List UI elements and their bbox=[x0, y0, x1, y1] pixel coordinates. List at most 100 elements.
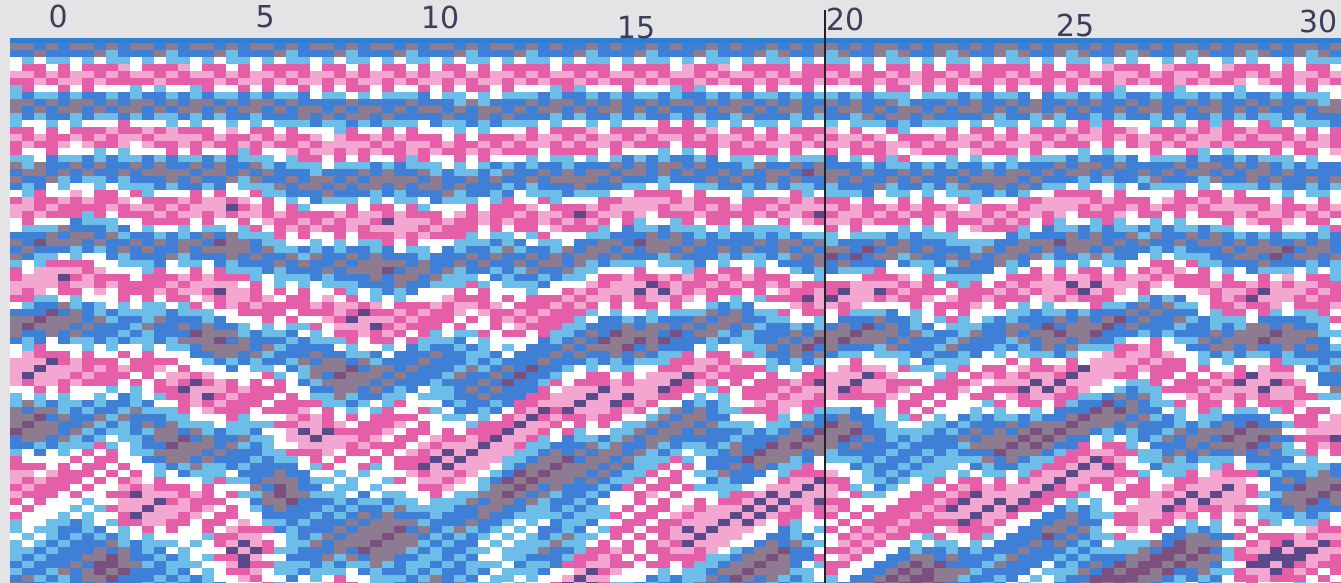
texture-cell bbox=[1222, 316, 1234, 323]
texture-cell bbox=[826, 323, 838, 330]
texture-cell bbox=[466, 351, 478, 358]
texture-cell bbox=[1162, 351, 1174, 358]
texture-cell bbox=[682, 246, 694, 253]
texture-cell bbox=[754, 43, 766, 50]
texture-cell bbox=[1090, 351, 1102, 358]
texture-cell bbox=[1282, 274, 1294, 281]
texture-cell bbox=[226, 78, 238, 85]
texture-cell bbox=[1018, 141, 1030, 148]
texture-cell bbox=[1306, 267, 1318, 274]
texture-cell bbox=[1078, 225, 1090, 232]
texture-cell bbox=[658, 141, 670, 148]
texture-cell bbox=[1198, 155, 1210, 162]
texture-cell bbox=[646, 141, 658, 148]
texture-cell bbox=[298, 183, 310, 190]
texture-cell bbox=[1282, 351, 1294, 358]
texture-cell bbox=[1114, 64, 1126, 71]
texture-cell bbox=[1294, 99, 1306, 106]
texture-cell bbox=[670, 43, 682, 50]
texture-cell bbox=[1198, 267, 1210, 274]
texture-cell bbox=[34, 351, 46, 358]
texture-cell bbox=[994, 43, 1006, 50]
texture-cell bbox=[538, 267, 550, 274]
texture-cell bbox=[706, 253, 718, 260]
texture-cell bbox=[970, 99, 982, 106]
texture-cell bbox=[574, 330, 586, 337]
texture-cell bbox=[1318, 148, 1330, 155]
texture-cell bbox=[658, 78, 670, 85]
texture-cell bbox=[1282, 71, 1294, 78]
texture-cell bbox=[994, 232, 1006, 239]
texture-cell bbox=[178, 190, 190, 197]
texture-cell bbox=[478, 274, 490, 281]
texture-cell bbox=[94, 176, 106, 183]
texture-cell bbox=[1114, 99, 1126, 106]
texture-cell bbox=[298, 169, 310, 176]
texture-cell bbox=[46, 225, 58, 232]
texture-cell bbox=[574, 183, 586, 190]
texture-cell bbox=[214, 281, 226, 288]
texture-cell bbox=[1030, 309, 1042, 316]
texture-cell bbox=[778, 71, 790, 78]
texture-cell bbox=[1198, 232, 1210, 239]
texture-cell bbox=[1054, 141, 1066, 148]
texture-cell bbox=[1114, 260, 1126, 267]
texture-cell bbox=[1054, 267, 1066, 274]
texture-cell bbox=[802, 288, 814, 295]
texture-cell bbox=[1030, 295, 1042, 302]
texture-cell bbox=[478, 344, 490, 351]
texture-cell bbox=[1078, 302, 1090, 309]
texture-cell bbox=[106, 302, 118, 309]
texture-cell bbox=[538, 197, 550, 204]
texture-cell bbox=[1018, 309, 1030, 316]
texture-cell bbox=[1234, 71, 1246, 78]
texture-cell bbox=[682, 239, 694, 246]
texture-cell bbox=[970, 274, 982, 281]
texture-cell bbox=[958, 127, 970, 134]
texture-cell bbox=[466, 169, 478, 176]
texture-cell bbox=[1114, 225, 1126, 232]
texture-cell bbox=[670, 197, 682, 204]
texture-cell bbox=[910, 50, 922, 57]
texture-cell bbox=[82, 344, 94, 351]
texture-cell bbox=[466, 155, 478, 162]
texture-cell bbox=[1114, 113, 1126, 120]
texture-cell bbox=[982, 71, 994, 78]
texture-cell bbox=[694, 351, 706, 358]
texture-cell bbox=[982, 302, 994, 309]
texture-cell bbox=[274, 197, 286, 204]
texture-cell bbox=[370, 190, 382, 197]
texture-cell bbox=[406, 50, 418, 57]
texture-cell bbox=[1258, 330, 1270, 337]
texture-cell bbox=[430, 316, 442, 323]
texture-cell bbox=[682, 141, 694, 148]
texture-cell bbox=[502, 302, 514, 309]
texture-cell bbox=[1102, 64, 1114, 71]
texture-cell bbox=[970, 148, 982, 155]
texture-cell bbox=[922, 148, 934, 155]
texture-cell bbox=[1090, 330, 1102, 337]
texture-cell bbox=[238, 85, 250, 92]
texture-cell bbox=[442, 127, 454, 134]
texture-cell bbox=[346, 274, 358, 281]
texture-cell bbox=[1018, 239, 1030, 246]
texture-cell bbox=[562, 190, 574, 197]
texture-cell bbox=[1246, 274, 1258, 281]
texture-cell bbox=[442, 316, 454, 323]
texture-cell bbox=[802, 232, 814, 239]
texture-cell bbox=[1102, 274, 1114, 281]
texture-cell bbox=[1186, 106, 1198, 113]
texture-cell bbox=[1282, 169, 1294, 176]
texture-cell bbox=[958, 183, 970, 190]
texture-cell bbox=[1222, 57, 1234, 64]
texture-cell bbox=[142, 141, 154, 148]
texture-cell bbox=[778, 344, 790, 351]
texture-cell bbox=[790, 176, 802, 183]
texture-cell bbox=[322, 239, 334, 246]
texture-cell bbox=[442, 85, 454, 92]
texture-cell bbox=[94, 281, 106, 288]
texture-cell bbox=[982, 267, 994, 274]
texture-cell bbox=[550, 330, 562, 337]
texture-cell bbox=[1150, 295, 1162, 302]
texture-cell bbox=[886, 50, 898, 57]
